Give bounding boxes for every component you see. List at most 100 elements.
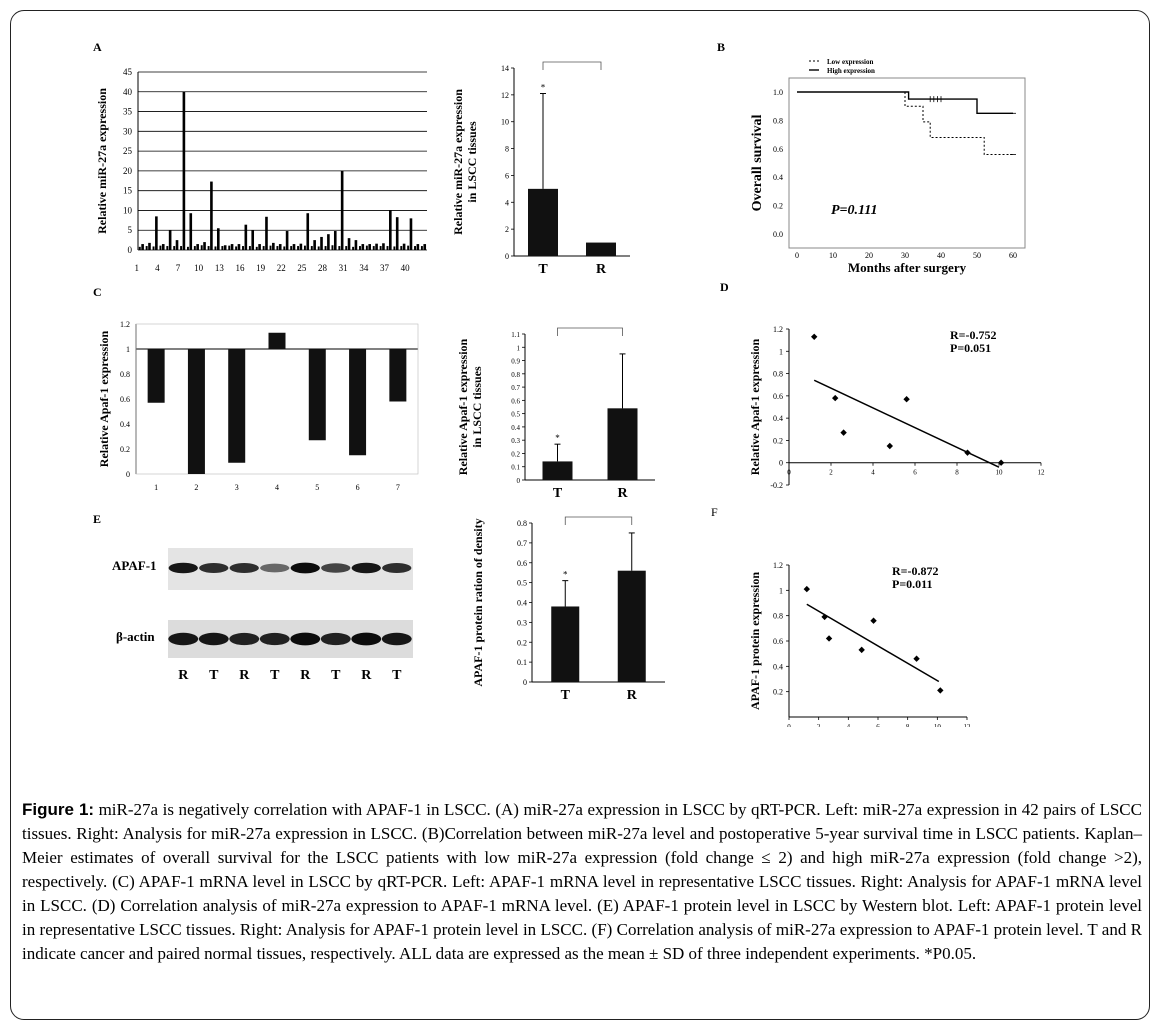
x-tick-label: 0 (787, 469, 791, 477)
y-tick-label: 0 (128, 245, 133, 255)
y-tick-label: 0.6 (773, 392, 783, 401)
data-point (903, 396, 910, 403)
x-tick-label: 10 (829, 251, 837, 260)
band-actin (198, 632, 229, 646)
x-tick-label: 8 (955, 469, 959, 477)
bar-pair (138, 246, 141, 250)
y-axis-label: Relative Apaf-1 expression (97, 330, 111, 467)
bar-pair (276, 246, 279, 250)
bar-pair (152, 246, 155, 250)
bar (141, 244, 144, 250)
band-apaf1 (229, 563, 259, 573)
bar-pair (420, 246, 423, 250)
y-tick-label: 1 (517, 344, 521, 352)
y-tick-label: 0.0 (773, 230, 783, 239)
x-tick-label: 19 (256, 263, 266, 273)
y-tick-label: 0.4 (511, 424, 520, 432)
bar (607, 408, 638, 480)
y-tick-label: 0 (523, 678, 527, 687)
bar (586, 242, 616, 256)
bar-pair (255, 246, 258, 250)
y-tick-label: 1.0 (773, 88, 783, 97)
y-tick-label: 0.2 (773, 436, 783, 445)
x-tick-label: 6 (356, 483, 360, 492)
bar-pair (186, 246, 189, 250)
bar (237, 244, 241, 250)
comparison-bracket (557, 327, 623, 336)
bar (187, 349, 205, 474)
data-point (858, 646, 865, 654)
bar-pair (414, 246, 416, 250)
y-tick-label: 1 (779, 347, 783, 356)
bar (268, 332, 286, 349)
caption-text: miR-27a is negatively correlation with A… (22, 800, 1142, 963)
bar (196, 244, 199, 250)
plot-frame (788, 77, 1026, 249)
band-actin (351, 632, 382, 646)
x-tick-label: 1 (135, 263, 140, 273)
bar-pair (166, 246, 169, 250)
y-tick-label: 0.4 (773, 173, 783, 182)
y-axis-label: Relative Apaf-1 expression (748, 338, 762, 475)
bar (327, 234, 330, 250)
y-tick-label: 0.8 (511, 371, 520, 379)
fit-line (813, 379, 1000, 468)
y-tick-label: 0.6 (517, 559, 527, 568)
bar-pair (242, 246, 244, 250)
band-apaf1 (199, 563, 229, 573)
figure-frame (10, 10, 1150, 1020)
bar (182, 91, 186, 251)
y-tick-label: 0.3 (511, 437, 520, 445)
bar (423, 244, 427, 250)
y-tick-label: 8 (505, 145, 509, 154)
y-tick-label: 35 (123, 107, 133, 117)
data-point (825, 635, 833, 642)
bar (285, 231, 289, 250)
y-tick-label: 0.2 (517, 638, 527, 647)
x-tick-label: T (553, 486, 563, 500)
data-point (803, 585, 810, 593)
y-tick-label: 0.8 (773, 116, 783, 125)
y-tick-label: 0.4 (773, 414, 783, 423)
y-tick-label: 12 (501, 91, 509, 100)
bar (299, 243, 303, 250)
bar-pair (290, 246, 293, 250)
y-tick-label: 5 (128, 225, 133, 235)
bar-pair (317, 246, 320, 250)
x-tick-label: 1 (154, 483, 158, 492)
bar-pair (303, 245, 306, 250)
y-tick-label: 0.8 (120, 370, 130, 379)
x-tick-label: 30 (901, 251, 909, 260)
bar (203, 242, 206, 250)
y-tick-label: 1 (126, 345, 130, 354)
y-axis-label: Overall survival (750, 114, 765, 211)
x-tick-label: 40 (937, 251, 945, 260)
data-point (821, 613, 828, 621)
bar (313, 240, 316, 250)
chart-f-scatter: 0.2 0.4 0.6 0.8 1 1.2 0 2 4 6 8 10 12 R=-0.872P=0.011… (748, 561, 971, 727)
x-tick-label: 50 (973, 251, 981, 260)
x-tick-label: 6 (876, 723, 880, 727)
data-point (937, 687, 944, 694)
x-tick-label: R (627, 688, 638, 703)
x-tick-label: 4 (155, 263, 160, 273)
bar (210, 181, 213, 250)
bar-pair (159, 245, 162, 250)
data-point (840, 429, 847, 436)
chart-c-left: 0 0.2 0.4 0.6 0.8 1 1.2 1 2 3 4 5 6 7 Relative Apaf-1 … (97, 320, 419, 492)
lane-label: R (239, 668, 250, 683)
bar-pair (310, 246, 313, 250)
y-axis-label: in LSCC tissues (470, 366, 484, 448)
correlation-annotation: R=-0.752 (950, 328, 997, 342)
y-tick-label: 2 (505, 225, 509, 234)
data-point (913, 655, 920, 662)
bar (278, 244, 282, 250)
data-point (870, 617, 877, 624)
band-apaf1 (168, 562, 198, 574)
y-tick-label: 0.2 (773, 202, 783, 211)
lane-label: R (361, 668, 372, 683)
y-tick-label: 0 (517, 477, 521, 485)
y-tick-label: 0.4 (517, 599, 527, 608)
x-tick-label: 10 (996, 469, 1004, 477)
y-axis-label: Relative miR-27a expression (451, 89, 465, 235)
